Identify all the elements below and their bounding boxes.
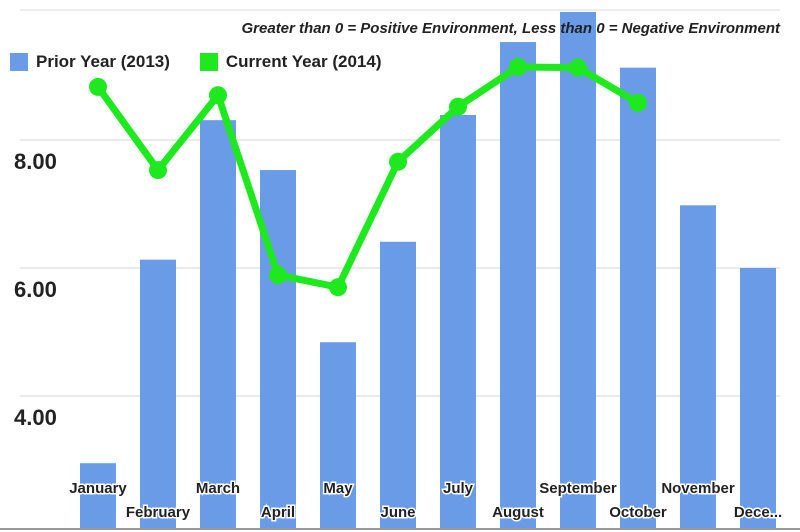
x-tick-label: November (661, 480, 735, 497)
x-axis-labels: January February March April May June July Augu… (68, 479, 784, 523)
bar-october[interactable] (620, 67, 656, 530)
bar-may[interactable] (320, 342, 356, 529)
line-point[interactable] (449, 97, 467, 116)
current-year-line (94, 63, 642, 291)
bar-november[interactable] (680, 205, 716, 529)
line-point[interactable] (89, 77, 107, 96)
legend-swatch-current-year (199, 53, 218, 71)
bar-july[interactable] (440, 115, 476, 529)
y-tick-label: 4.00 (14, 405, 57, 430)
legend-item-prior-year[interactable]: Prior Year (2013) (10, 52, 170, 72)
line-point[interactable] (389, 152, 407, 171)
bar-march[interactable] (200, 120, 236, 529)
bar-january[interactable] (80, 463, 116, 529)
x-tick-label: January (69, 480, 127, 497)
x-tick-label: Dece... (734, 504, 782, 521)
x-tick-label: May (323, 480, 353, 497)
y-axis-labels: 4.00 6.00 8.00 (14, 149, 57, 430)
x-tick-label: October (609, 504, 667, 521)
legend-item-current-year[interactable]: Current Year (2014) (199, 52, 382, 72)
bar-june[interactable] (380, 241, 416, 529)
line-point[interactable] (629, 93, 647, 112)
x-tick-label: September (539, 480, 617, 497)
y-tick-label: 8.00 (14, 149, 57, 174)
x-tick-label: April (261, 504, 295, 521)
bar-april[interactable] (260, 170, 296, 529)
line-point[interactable] (509, 58, 527, 77)
legend-label-current-year: Current Year (2014) (225, 52, 382, 71)
bar-august[interactable] (500, 42, 536, 529)
x-tick-label: July (443, 480, 474, 497)
legend-label-prior-year: Prior Year (2013) (36, 52, 170, 71)
legend-swatch-prior-year (10, 53, 28, 71)
bar-series-prior-year (80, 12, 776, 530)
line-series-current-year (89, 58, 647, 297)
bar-september[interactable] (560, 12, 596, 529)
line-point[interactable] (329, 278, 347, 297)
legend: Prior Year (2013) Current Year (2014) (10, 52, 404, 72)
line-point[interactable] (569, 58, 587, 77)
bar-dece[interactable] (740, 268, 776, 529)
bar-february[interactable] (140, 259, 176, 529)
x-tick-label: August (492, 504, 544, 521)
x-tick-label: February (126, 504, 191, 521)
line-point[interactable] (269, 266, 287, 285)
line-point[interactable] (209, 86, 227, 105)
x-tick-label: March (196, 480, 240, 497)
line-point[interactable] (149, 161, 167, 180)
chart-subtitle: Greater than 0 = Positive Environment, L… (241, 20, 781, 37)
y-tick-label: 6.00 (14, 277, 57, 302)
x-tick-label: June (380, 504, 415, 521)
